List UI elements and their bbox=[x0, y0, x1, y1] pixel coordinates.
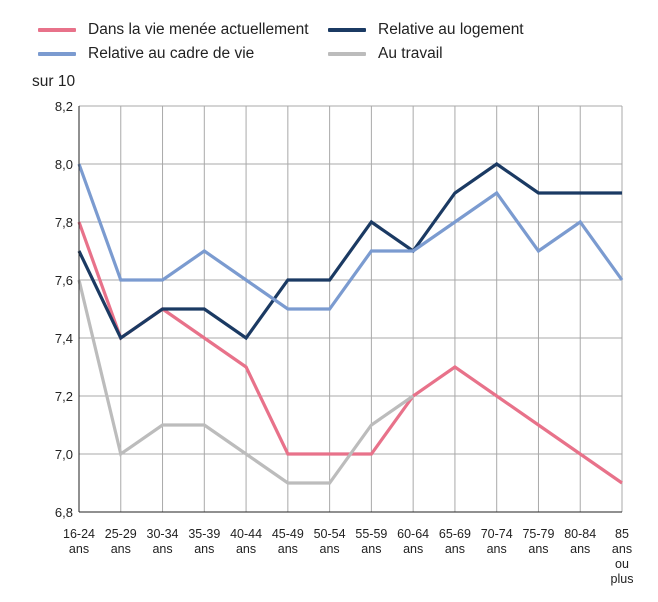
legend-item-vie-actuelle: Dans la vie menée actuellement bbox=[38, 21, 309, 39]
series-line-3 bbox=[77, 279, 415, 485]
y-axis-unit-label: sur 10 bbox=[32, 73, 76, 90]
x-tick-label: 35-39 ans bbox=[188, 527, 220, 556]
series-line-1 bbox=[77, 162, 622, 341]
x-tick-label: 80-84 ans bbox=[564, 527, 596, 556]
x-tick-label: 25-29 ans bbox=[105, 527, 137, 556]
legend-label: Au travail bbox=[378, 45, 443, 62]
x-tick-label: 55-59 ans bbox=[355, 527, 387, 556]
y-tick-label: 7,8 bbox=[55, 215, 73, 230]
legend-label: Relative au logement bbox=[378, 21, 524, 38]
legend: Dans la vie menée actuellement Relative … bbox=[0, 0, 658, 70]
series-line-2 bbox=[77, 163, 624, 311]
y-tick-label: 8,2 bbox=[55, 99, 73, 114]
legend-item-cadre-de-vie: Relative au cadre de vie bbox=[38, 45, 254, 63]
legend-item-logement: Relative au logement bbox=[328, 21, 524, 39]
y-tick-label: 8,0 bbox=[55, 157, 73, 172]
y-tick-label: 6,8 bbox=[55, 505, 73, 520]
x-tick-label: 75-79 ans bbox=[522, 527, 554, 556]
x-tick-label: 16-24 ans bbox=[63, 527, 95, 556]
series-line-0 bbox=[77, 221, 623, 485]
x-tick-label: 45-49 ans bbox=[272, 527, 304, 556]
x-tick-label: 85 ans ou plus bbox=[611, 527, 634, 586]
legend-label: Dans la vie menée actuellement bbox=[88, 21, 309, 38]
x-tick-label: 40-44 ans bbox=[230, 527, 262, 556]
x-tick-label: 60-64 ans bbox=[397, 527, 429, 556]
y-tick-label: 7,4 bbox=[55, 331, 73, 346]
legend-item-travail: Au travail bbox=[328, 45, 443, 63]
legend-label: Relative au cadre de vie bbox=[88, 45, 255, 62]
x-tick-label: 50-54 ans bbox=[314, 527, 346, 556]
legend-swatch-gray bbox=[328, 52, 366, 56]
y-tick-label: 7,6 bbox=[55, 273, 73, 288]
y-tick-label: 7,2 bbox=[55, 389, 73, 404]
legend-swatch-blue bbox=[38, 52, 76, 56]
x-tick-label: 70-74 ans bbox=[481, 527, 513, 556]
x-tick-label: 30-34 ans bbox=[147, 527, 179, 556]
legend-swatch-pink bbox=[38, 28, 76, 32]
x-tick-label: 65-69 ans bbox=[439, 527, 471, 556]
legend-swatch-navy bbox=[328, 28, 366, 32]
y-tick-label: 7,0 bbox=[55, 447, 73, 462]
